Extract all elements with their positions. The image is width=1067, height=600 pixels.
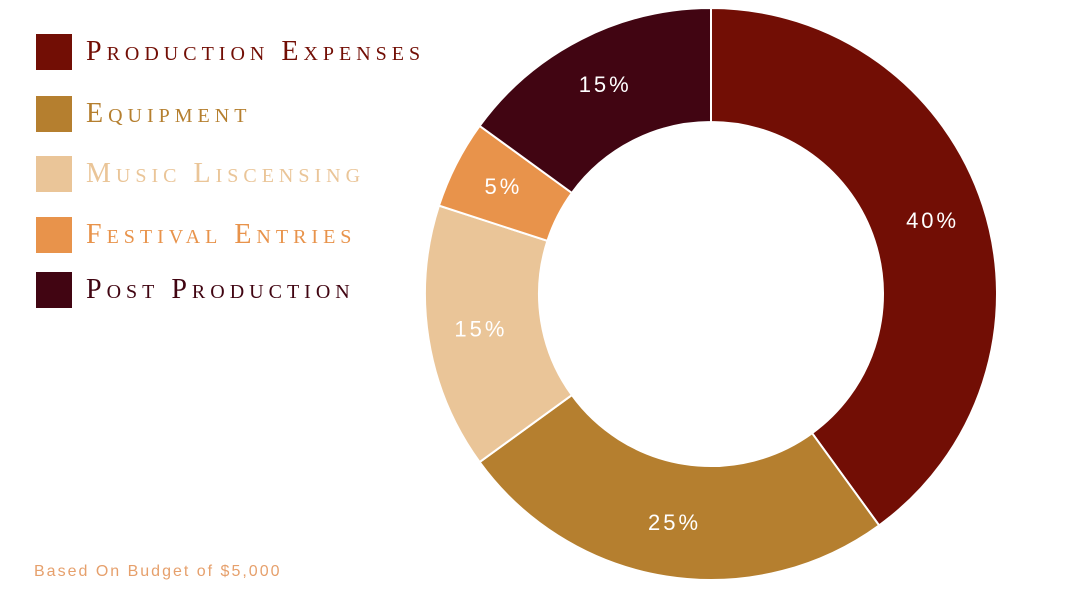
slice-post-production xyxy=(478,6,712,195)
legend-item-equipment: Equipment xyxy=(36,94,251,134)
legend-swatch-production-expenses xyxy=(36,34,72,70)
legend-item-post-production: Post Production xyxy=(36,270,355,310)
slice-label-festival-entries: 5% xyxy=(484,174,522,199)
slice-label-music-liscensing: 15% xyxy=(454,316,507,341)
legend-item-festival-entries: Festival Entries xyxy=(36,215,356,255)
legend-item-music-liscensing: Music Liscensing xyxy=(36,154,365,194)
slice-equipment xyxy=(478,393,881,581)
legend-swatch-music-liscensing xyxy=(36,156,72,192)
budget-footnote: Based On Budget of $5,000 xyxy=(34,563,282,580)
legend-swatch-post-production xyxy=(36,272,72,308)
slice-production-expenses xyxy=(710,6,998,527)
slice-music-liscensing xyxy=(424,204,574,464)
legend-label-music-liscensing: Music Liscensing xyxy=(86,158,366,189)
slice-label-production-expenses: 40% xyxy=(906,208,959,233)
legend-label-production-expenses: Production Expenses xyxy=(86,36,426,67)
legend-item-production-expenses: Production Expenses xyxy=(36,32,425,72)
legend-label-festival-entries: Festival Entries xyxy=(86,219,357,250)
slice-label-post-production: 15% xyxy=(579,72,632,97)
legend-swatch-equipment xyxy=(36,96,72,132)
slice-label-equipment: 25% xyxy=(648,510,701,535)
legend-label-equipment: Equipment xyxy=(86,98,252,129)
legend-swatch-festival-entries xyxy=(36,217,72,253)
legend-label-post-production: Post Production xyxy=(86,274,355,305)
